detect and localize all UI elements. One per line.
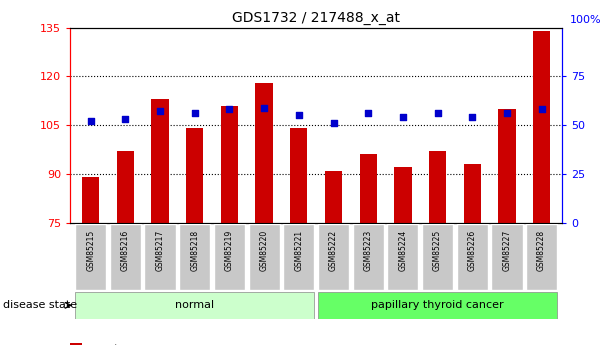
Bar [463,164,481,223]
Text: GSM85225: GSM85225 [433,229,442,271]
Bar [186,128,204,223]
Bar [117,151,134,223]
Bar [151,99,169,223]
Text: normal: normal [175,300,215,310]
Bar [457,224,488,290]
Bar [394,167,412,223]
Bar [290,128,308,223]
Text: papillary thyroid cancer: papillary thyroid cancer [371,300,504,310]
Point [364,111,373,116]
Text: GSM85218: GSM85218 [190,229,199,270]
Point [259,105,269,110]
Bar [75,292,314,319]
Text: GSM85227: GSM85227 [502,229,511,271]
Point [433,111,443,116]
Text: GSM85217: GSM85217 [156,229,165,271]
Text: GSM85226: GSM85226 [468,229,477,271]
Bar [422,224,453,290]
Bar [82,177,99,223]
Bar [75,224,106,290]
Point [468,115,477,120]
Bar [214,224,245,290]
Bar [283,224,314,290]
Point [224,107,234,112]
Point [502,111,512,116]
Text: GSM85215: GSM85215 [86,229,95,271]
Point [86,118,95,124]
Bar [498,109,516,223]
Bar [325,170,342,223]
Text: GSM85222: GSM85222 [329,229,338,270]
Title: GDS1732 / 217488_x_at: GDS1732 / 217488_x_at [232,11,400,25]
Point [190,111,199,116]
Point [120,117,130,122]
Bar [255,83,273,223]
Bar [70,343,82,345]
Bar [221,106,238,223]
Bar [533,31,550,223]
Bar [353,224,384,290]
Bar [179,224,210,290]
Bar [359,154,377,223]
Point [537,107,547,112]
Text: GSM85219: GSM85219 [225,229,234,271]
Bar [318,292,557,319]
Bar [429,151,446,223]
Point [329,120,339,126]
Text: GSM85228: GSM85228 [537,229,546,270]
Text: GSM85220: GSM85220 [260,229,269,271]
Text: GSM85224: GSM85224 [398,229,407,271]
Point [398,115,408,120]
Text: GSM85216: GSM85216 [121,229,130,271]
Text: 100%: 100% [569,15,601,25]
Bar [491,224,522,290]
Bar [387,224,418,290]
Point [155,109,165,114]
Bar [110,224,141,290]
Point [294,112,303,118]
Text: GSM85223: GSM85223 [364,229,373,271]
Bar [249,224,280,290]
Text: disease state: disease state [3,300,77,310]
Bar [526,224,557,290]
Bar [145,224,176,290]
Bar [318,224,349,290]
Text: GSM85221: GSM85221 [294,229,303,270]
